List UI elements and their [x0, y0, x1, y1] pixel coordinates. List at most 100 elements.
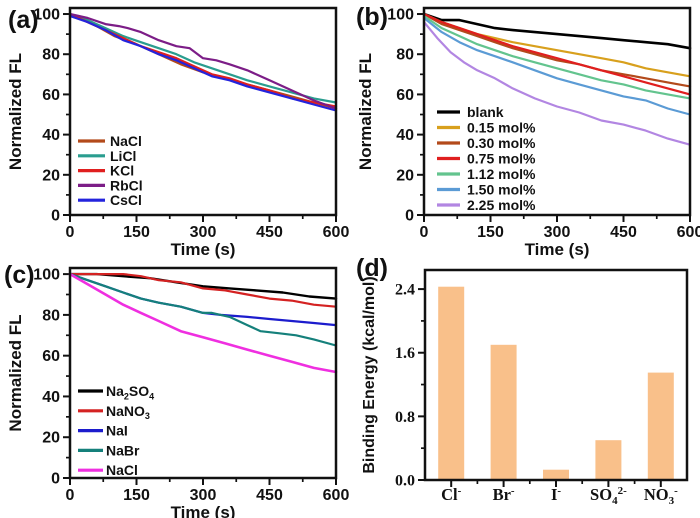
legend-label: blank	[467, 104, 504, 120]
x-tick-label: 600	[323, 224, 350, 241]
x-axis-title: Time (s)	[171, 240, 236, 259]
x-tick-label: 0	[66, 224, 75, 241]
legend-label: CsCl	[110, 192, 142, 208]
series-line-NaCl	[68, 272, 338, 374]
plot-frame	[423, 268, 689, 482]
panel-d-label: (d)	[356, 254, 388, 282]
y-tick-label: 20	[396, 167, 414, 184]
x-tick-label: 0	[66, 487, 75, 504]
legend-label: 0.30 mol%	[467, 135, 536, 151]
x-category-label: Br-	[493, 485, 515, 504]
y-tick-label: 60	[42, 348, 60, 365]
series-line-blank	[422, 12, 692, 50]
bar-1	[438, 286, 465, 480]
x-tick-label: 450	[610, 224, 637, 241]
panel-a-label: (a)	[8, 6, 39, 34]
legend-label: LiCl	[110, 148, 136, 164]
bar-2	[490, 344, 517, 480]
y-tick-label: 100	[387, 7, 414, 24]
series-line-NaBr	[68, 273, 338, 347]
x-tick-label: 300	[544, 224, 571, 241]
x-category-label: SO42-	[590, 485, 627, 507]
y-tick-label: 80	[396, 47, 414, 64]
series-line-LiCl	[68, 12, 338, 104]
legend-label: 2.25 mol%	[467, 197, 536, 213]
y-axis-title: Normalized FL	[356, 53, 375, 170]
axis: 0.0 0.8 1.6 2.4 Cl- Br- I- SO42- NO3-	[395, 282, 678, 507]
legend-label: 0.75 mol%	[467, 151, 536, 167]
panel-c: 0 20 40 60 80 100 0 150 300 450 600 Na2SO4 NaNO3 NaI N…	[0, 259, 350, 518]
plot-frame	[68, 6, 338, 217]
panel-b: 0 20 40 60 80 100 0 150 300 450 600 blank 0.15 mol% 0…	[350, 0, 700, 259]
y-axis-title: Binding Energy (kcal/mol)	[361, 276, 378, 473]
axis: 0 20 40 60 80 100 0 150 300 450 600	[33, 7, 349, 241]
series-group	[422, 12, 692, 146]
y-tick-label: 1.6	[395, 345, 415, 362]
x-tick-label: 150	[123, 487, 150, 504]
legend-label: NaNO3	[106, 403, 150, 421]
axis: 0 20 40 60 80 100 0 150 300 450 600	[387, 7, 700, 241]
plot-frame	[68, 266, 338, 480]
legend-label: NaCl	[110, 133, 142, 149]
y-tick-label: 60	[396, 87, 414, 104]
bar-5	[647, 372, 674, 480]
y-axis-title: Normalized FL	[6, 314, 25, 431]
legend-label: NaI	[106, 423, 128, 439]
y-tick-label: 20	[42, 167, 60, 184]
x-tick-label: 0	[420, 224, 429, 241]
panel-d-bar-chart: 0.0 0.8 1.6 2.4 Cl- Br- I- SO42- NO3- Binding Ene…	[361, 268, 689, 507]
y-tick-label: 80	[42, 47, 60, 64]
series-line-Na-2-SO-4-	[68, 272, 338, 300]
series-group	[68, 12, 338, 112]
y-tick-label: 0.0	[395, 473, 415, 490]
panel-d: 0.0 0.8 1.6 2.4 Cl- Br- I- SO42- NO3- Binding Ene…	[350, 259, 700, 518]
legend-label: NaCl	[106, 462, 138, 478]
series-group	[68, 272, 338, 374]
x-tick-label: 150	[477, 224, 504, 241]
x-category-label: NO3-	[644, 485, 678, 507]
panel-a: 0 20 40 60 80 100 0 150 300 450 600 NaCl LiCl KCl RbCl…	[0, 0, 350, 259]
legend: Na2SO4 NaNO3 NaI NaBr NaCl	[78, 383, 154, 478]
series-line-0.75-mol-	[422, 12, 692, 96]
y-tick-label: 0	[51, 208, 60, 225]
y-tick-label: 40	[42, 127, 60, 144]
x-category-label: Cl-	[441, 485, 462, 504]
x-tick-label: 300	[190, 224, 217, 241]
y-tick-label: 0.8	[395, 409, 415, 426]
y-tick-label: 40	[396, 127, 414, 144]
y-tick-label: 80	[42, 307, 60, 324]
panel-a-line-chart: 0 20 40 60 80 100 0 150 300 450 600 NaClLiClKClRbCl…	[6, 6, 349, 259]
x-category-label: I-	[551, 485, 561, 504]
legend-label: RbCl	[110, 177, 143, 193]
y-tick-label: 20	[42, 430, 60, 447]
legend-label: 0.15 mol%	[467, 120, 536, 136]
x-tick-label: 450	[256, 224, 283, 241]
y-tick-label: 40	[42, 389, 60, 406]
series-line-NaI	[68, 273, 338, 327]
panel-c-label: (c)	[4, 261, 35, 289]
legend-label: KCl	[110, 163, 134, 179]
legend-label: Na2SO4	[106, 383, 154, 401]
series-line-RbCl	[68, 12, 338, 110]
x-tick-label: 600	[677, 224, 700, 241]
bar-3	[543, 469, 569, 480]
series-line-NaNO-3-	[68, 273, 338, 308]
y-tick-label: 0	[405, 208, 414, 225]
y-tick-label: 2.4	[395, 282, 415, 299]
series-line-1.50-mol-	[422, 16, 692, 116]
axis: 0 20 40 60 80 100 0 150 300 450 600	[33, 267, 349, 504]
legend-label: NaBr	[106, 442, 140, 458]
panel-b-label: (b)	[356, 3, 388, 31]
x-tick-label: 600	[323, 487, 350, 504]
series-line-2.25-mol-	[422, 21, 692, 146]
y-tick-label: 100	[33, 7, 60, 24]
y-axis-title: Normalized FL	[6, 53, 25, 170]
x-axis-title: Time (s)	[525, 240, 590, 259]
series-line-1.12-mol-	[422, 14, 692, 100]
series-line-CsCl	[68, 14, 338, 112]
plot-frame	[422, 6, 692, 217]
y-tick-label: 0	[51, 471, 60, 488]
